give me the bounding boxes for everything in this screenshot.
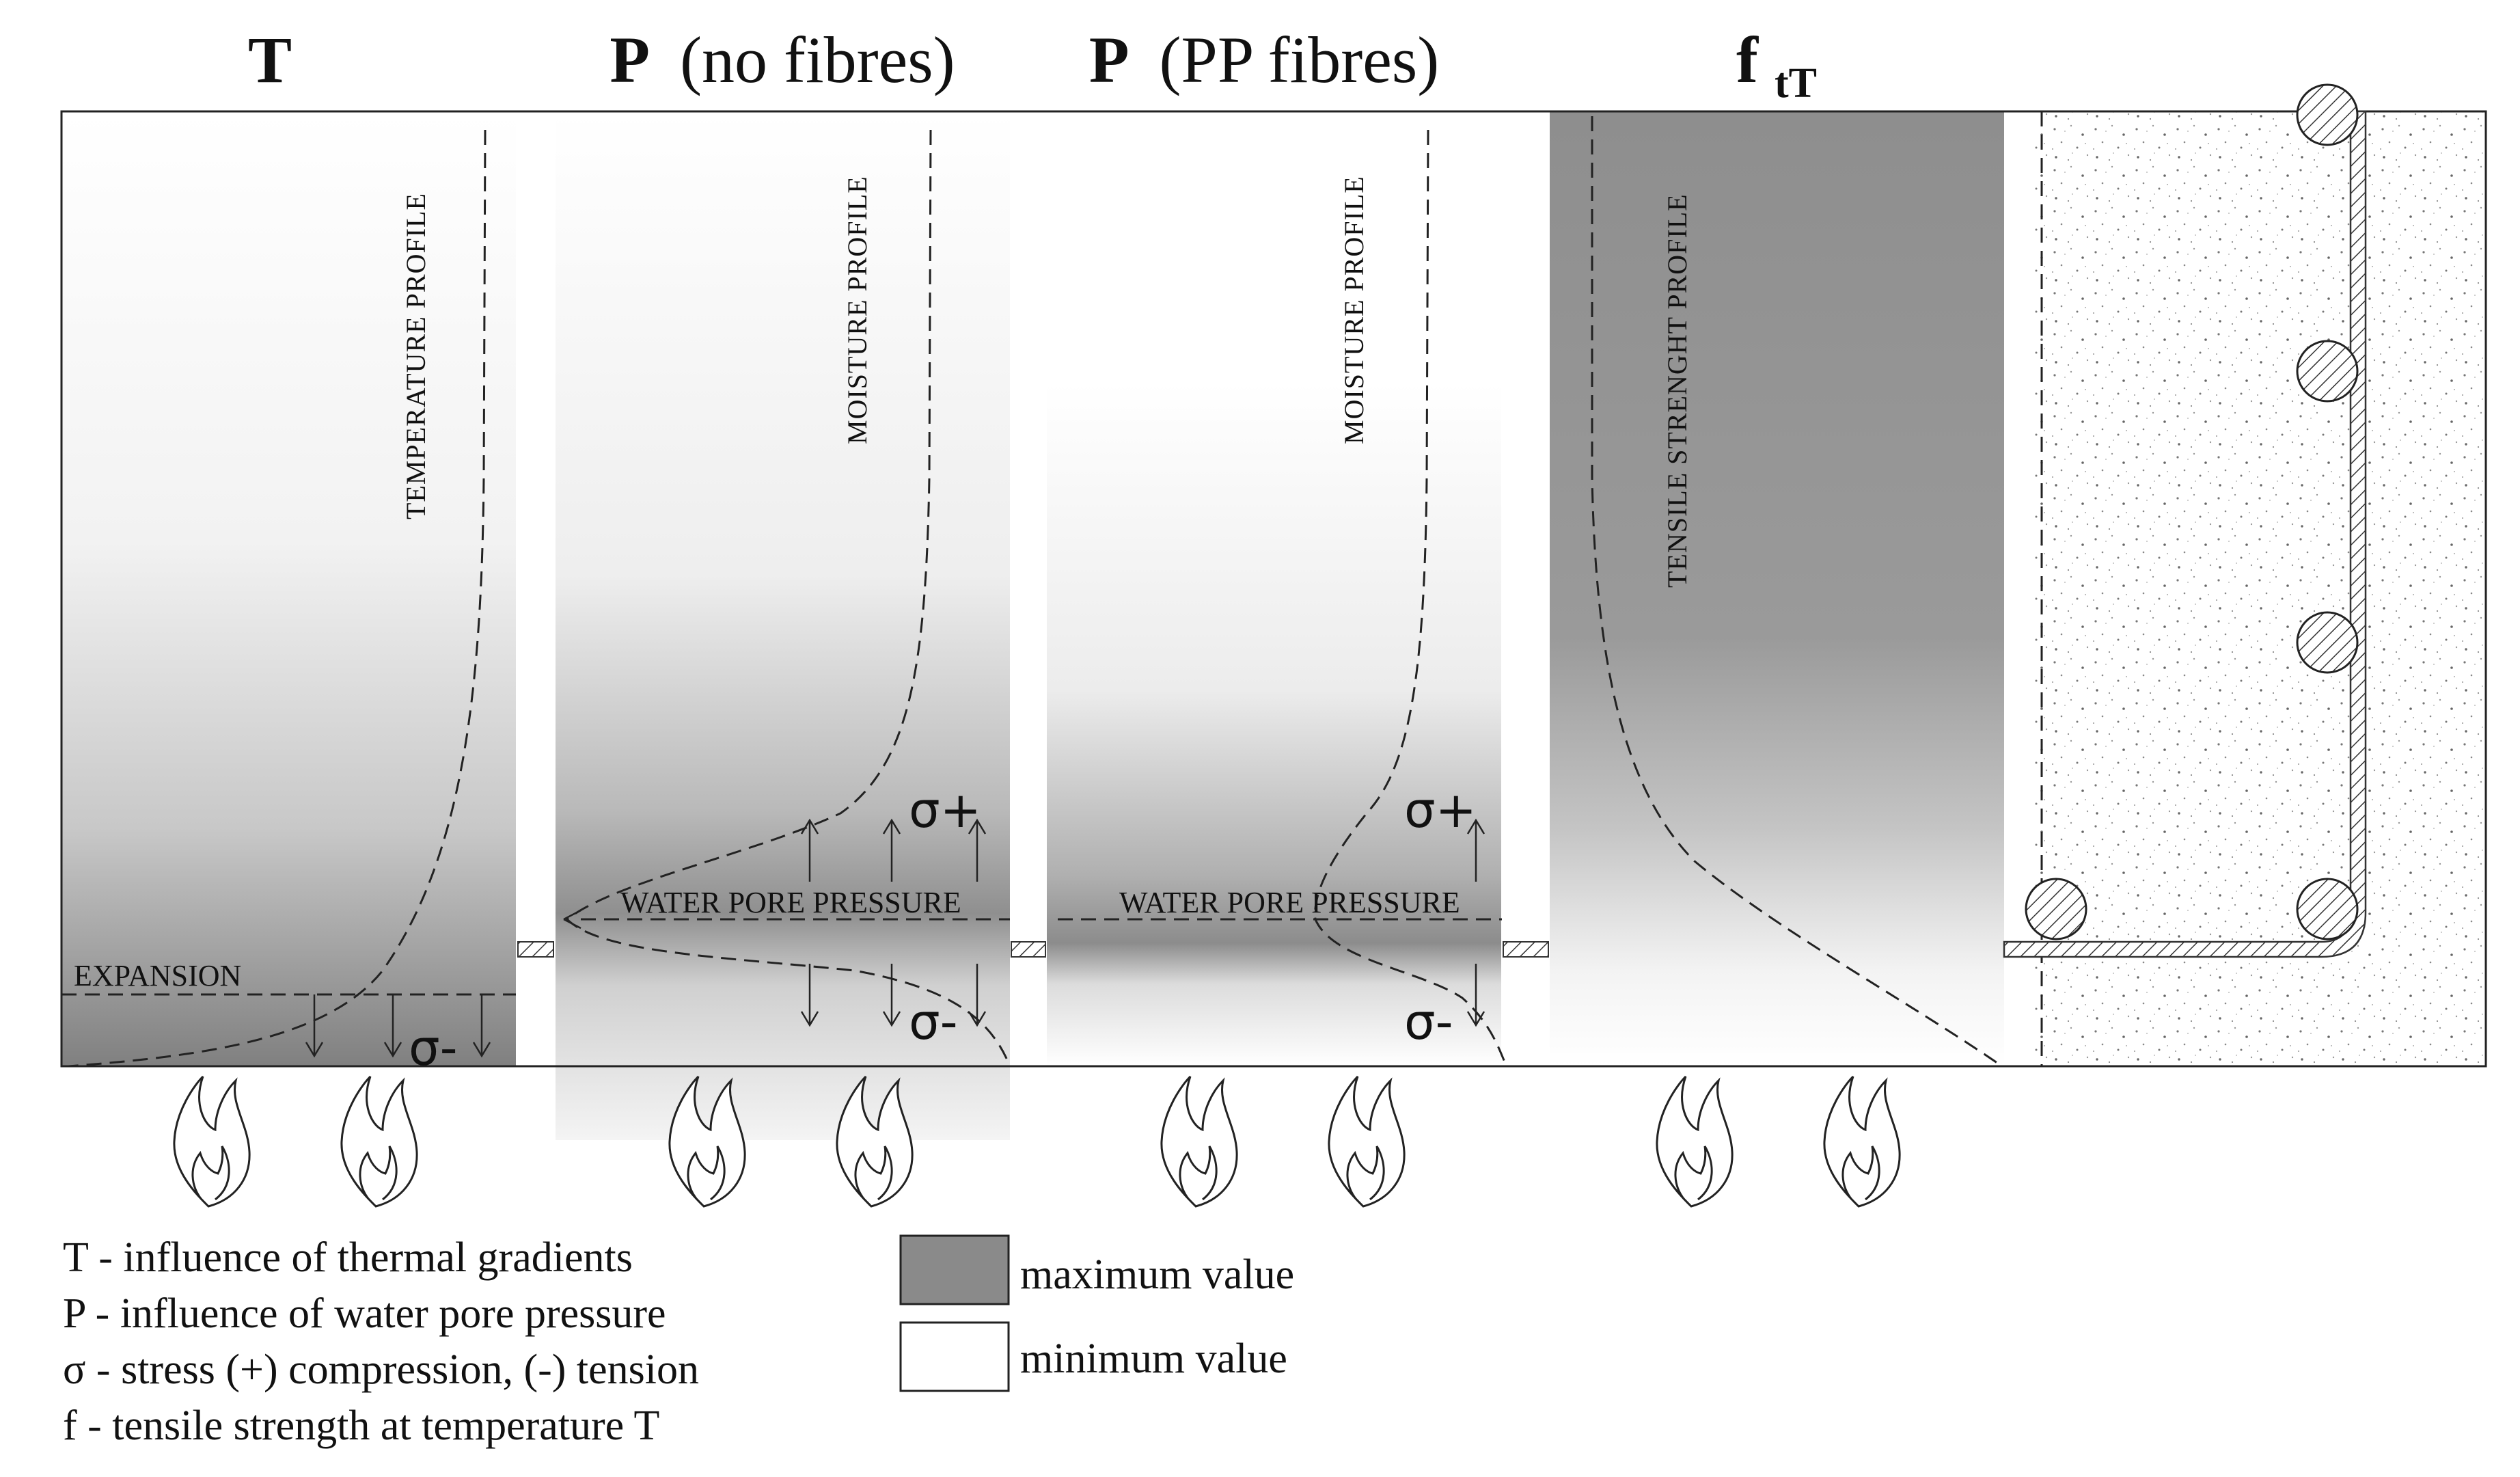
header-p-note: (no fibres)	[680, 23, 955, 96]
no-fibres-panel	[556, 111, 1010, 1140]
svg-text:P (PP fibres): P (PP fibres)	[1089, 23, 1439, 96]
temperature-profile-curve	[68, 129, 487, 1068]
water-pore-pressure-label: WATER PORE PRESSURE	[620, 886, 961, 919]
header-f-symbol: f	[1736, 23, 1759, 96]
tensile-strength-profile-label: TENSILE STRENGHT PROFILE	[1662, 193, 1693, 588]
tensile-panel	[1550, 111, 2004, 1066]
moisture-profile-curve	[1314, 129, 1508, 1067]
legend-definition-t: T - influence of thermal gradients	[63, 1234, 633, 1281]
header-pressure-pp-fibres: P (PP fibres)	[1089, 23, 1439, 96]
flame-icon	[173, 1075, 1901, 1208]
header-p-symbol: P	[610, 23, 650, 96]
moisture-profile-label: MOISTURE PROFILE	[842, 176, 873, 444]
panel-connector	[1011, 941, 1046, 958]
legend-definitions: T - influence of thermal gradients P - i…	[63, 1234, 699, 1449]
header-p-pp-symbol: P	[1089, 23, 1129, 96]
legend-definition-f: f - tensile strength at temperature T	[63, 1403, 659, 1449]
stress-plus-label: σ+	[1404, 781, 1477, 839]
max-value-label: maximum value	[1020, 1251, 1294, 1298]
max-value-swatch	[899, 1234, 1010, 1305]
moisture-profile-curve	[565, 129, 1011, 1067]
stress-minus-label: σ-	[909, 993, 958, 1051]
moisture-profile-label: MOISTURE PROFILE	[1339, 176, 1369, 444]
legend-definition-p: P - influence of water pore pressure	[63, 1290, 666, 1337]
tension-arrow	[1466, 964, 1485, 1027]
rebar-section-icon	[2025, 83, 2359, 940]
tension-arrows	[305, 994, 491, 1058]
pressure-arrow-left	[563, 909, 581, 930]
svg-text:P (no fibres): P (no fibres)	[610, 23, 955, 96]
svg-text:f tT: f tT	[1736, 23, 1817, 107]
compression-arrow	[1466, 818, 1485, 882]
tensile-strength-curve	[1591, 116, 2003, 1068]
pp-fibres-panel	[1047, 383, 1501, 1066]
temperature-profile-label: TEMPERATURE PROFILE	[400, 193, 431, 519]
legend-definition-sigma: σ - stress (+) compression, (-) tension	[63, 1346, 699, 1393]
stress-minus-label: σ-	[409, 1019, 458, 1076]
header-f-subscript: tT	[1775, 60, 1817, 107]
header-p-pp-note: (PP fibres)	[1159, 23, 1439, 96]
compression-arrows	[800, 818, 987, 882]
tension-arrows	[800, 964, 987, 1027]
panel-connector	[1503, 941, 1549, 958]
concrete-section	[2033, 111, 2486, 1066]
water-pore-pressure-label: WATER PORE PRESSURE	[1119, 886, 1460, 919]
header-temperature: T	[248, 23, 292, 96]
header-pressure-no-fibres: P (no fibres)	[610, 23, 955, 96]
header-temperature-symbol: T	[248, 23, 292, 96]
header-tensile: f tT	[1736, 23, 1817, 107]
temperature-panel	[61, 111, 516, 1066]
stress-minus-label: σ-	[1404, 993, 1453, 1051]
section-frame	[60, 110, 2487, 1068]
min-value-swatch	[899, 1321, 1010, 1392]
legend-swatches: maximum value minimum value	[899, 1234, 1294, 1392]
stress-plus-label: σ+	[909, 781, 981, 839]
expansion-label: EXPANSION	[74, 959, 241, 992]
panel-connector	[517, 941, 554, 958]
min-value-label: minimum value	[1020, 1336, 1287, 1382]
